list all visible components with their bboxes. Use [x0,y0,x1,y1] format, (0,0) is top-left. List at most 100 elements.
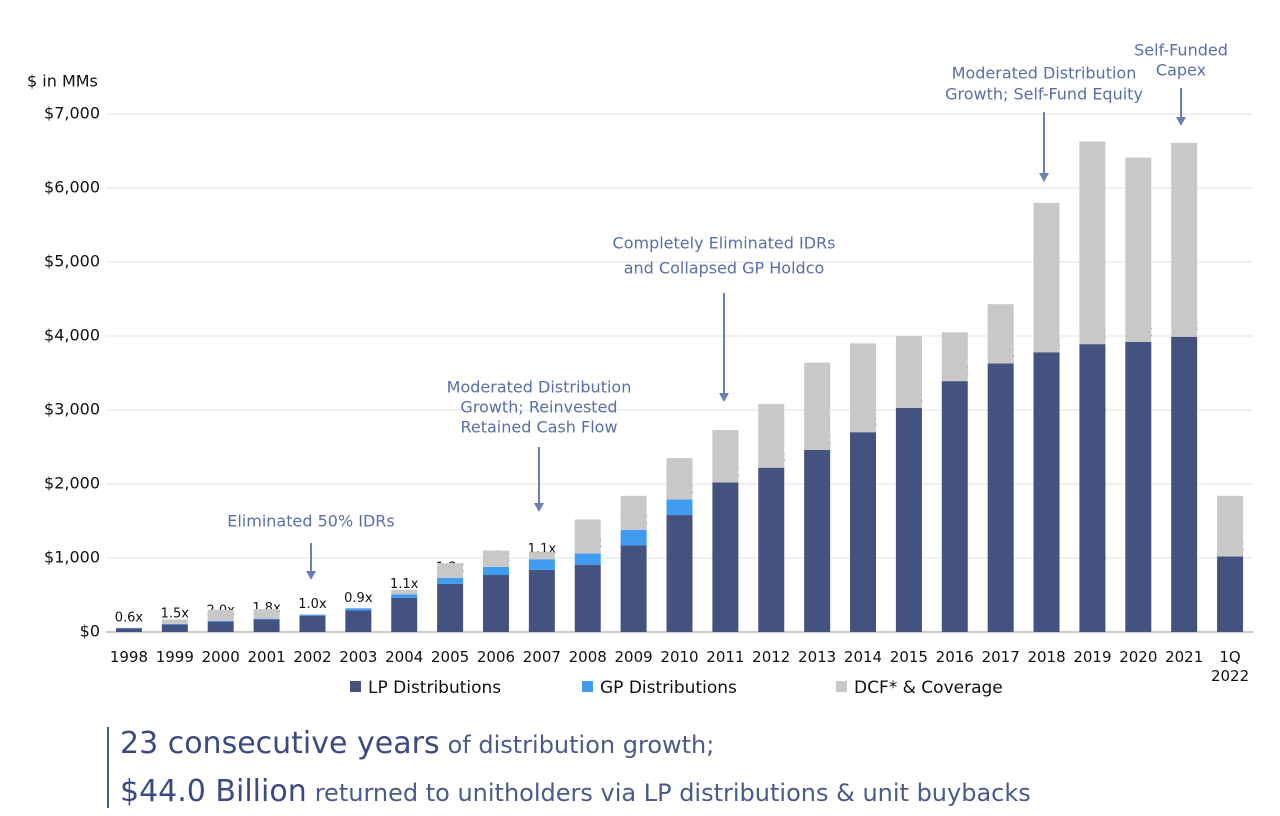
bar-segment [574,553,601,565]
bar-segment [437,563,464,578]
x-tick-label: 1998 [109,648,149,666]
annotation-text: Eliminated 50% IDRs [227,512,394,531]
bar-segment [1033,202,1060,353]
x-tick-label: 2017 [981,648,1020,666]
bar-segment [1079,344,1106,632]
bar-segment [987,304,1014,364]
x-tick-label: 2010 [660,648,699,666]
x-tick-label: 2020 [1119,648,1158,666]
x-tick-label: 1Q 2022 [1210,648,1250,685]
footer-line: $44.0 Billion returned to unitholders via… [120,774,1031,809]
legend-swatch [350,681,361,692]
bar-segment [391,594,418,598]
x-tick-label: 2008 [568,648,607,666]
coverage-label: 1.1x [390,577,419,592]
bar-segment [253,619,280,632]
y-tick-label: $5,000 [44,252,100,271]
x-tick-label: 2011 [706,648,745,666]
bar-segment [207,609,234,621]
bar-segment [482,550,509,567]
bar-segment [345,610,372,632]
coverage-label: 1.0x [298,597,327,612]
x-tick-label: 2013 [798,648,837,666]
bar-segment [299,615,326,632]
footer-text: of distribution growth; [447,731,715,759]
x-tick-label: 2007 [522,648,561,666]
x-tick-label: 2002 [293,648,332,666]
bar-segment [161,619,188,624]
bar-segment [574,519,601,554]
x-tick-label: 2001 [247,648,286,666]
bar-segment [253,618,280,620]
bar-segment [482,566,509,576]
bar-segment [1171,336,1198,632]
bar-segment [391,597,418,632]
bar-segment [712,482,739,632]
bar-segment [253,609,280,619]
bar-segment [620,545,647,632]
bar-segment [207,620,234,622]
annotation-text: Growth; Reinvested [460,398,617,417]
x-tick-label: 2021 [1165,648,1204,666]
footer-highlight: 23 consecutive years [120,726,440,761]
bar-segment [1125,341,1152,632]
bar-segment [391,589,418,595]
x-tick-label: 2000 [201,648,240,666]
bar-segment [574,564,601,632]
x-tick-label: 2018 [1027,648,1066,666]
coverage-label: 0.6x [115,610,144,625]
x-tick-label: 2009 [614,648,653,666]
y-axis-label: $ in MMs [27,72,98,91]
annotation-text: Retained Cash Flow [460,418,617,437]
bar-segment [620,495,647,530]
bar-segment [941,381,968,632]
annotation-arrowhead [534,503,544,512]
bar-segment [115,628,142,632]
annotation-arrowhead [1039,173,1049,182]
bar-segment [482,575,509,632]
footer-line: 23 consecutive years of distribution grow… [120,726,714,761]
bar-segment [895,407,922,632]
annotation-text: Completely Eliminated IDRs [613,234,836,253]
bar-segment [987,363,1014,632]
coverage-label: 0.9x [344,591,373,606]
bar-segment [666,515,693,632]
bar-segment [345,608,372,611]
x-tick-label: 2014 [843,648,883,666]
x-tick-label: 2005 [431,648,470,666]
y-tick-label: $0 [80,622,100,641]
bar-segment [161,624,188,632]
bar-segment [1125,157,1152,342]
bar-segment [758,467,785,632]
bar-segment [712,429,739,483]
bar-segment [758,404,785,468]
legend-swatch [836,681,847,692]
annotation-arrowhead [306,571,316,580]
y-tick-label: $4,000 [44,326,100,345]
y-tick-label: $6,000 [44,178,100,197]
footer-text: returned to unitholders via LP distribut… [314,779,1031,807]
annotation-arrowhead [1176,117,1186,126]
coverage-label: 1.5x [161,606,190,621]
legend-label: DCF* & Coverage [854,678,1003,698]
annotation-arrowhead [719,393,729,402]
bar-segment [666,458,693,500]
bar-segment [1079,141,1106,345]
bar-segment [1217,556,1244,632]
bar-segment [666,499,693,516]
legend-label: GP Distributions [600,678,737,698]
bar-segment [437,583,464,632]
footer-highlight: $44.0 Billion [120,774,307,809]
annotation-text: Moderated Distribution [952,64,1137,83]
bar-segment [299,614,326,616]
bar-segment [620,529,647,546]
legend-label: LP Distributions [368,678,501,698]
x-tick-label: 1999 [155,648,194,666]
y-tick-label: $3,000 [44,400,100,419]
x-tick-label: 2012 [752,648,791,666]
x-tick-label: 2019 [1073,648,1112,666]
bar-segment [1171,142,1198,337]
y-tick-label: $2,000 [44,474,100,493]
y-tick-label: $1,000 [44,548,100,567]
